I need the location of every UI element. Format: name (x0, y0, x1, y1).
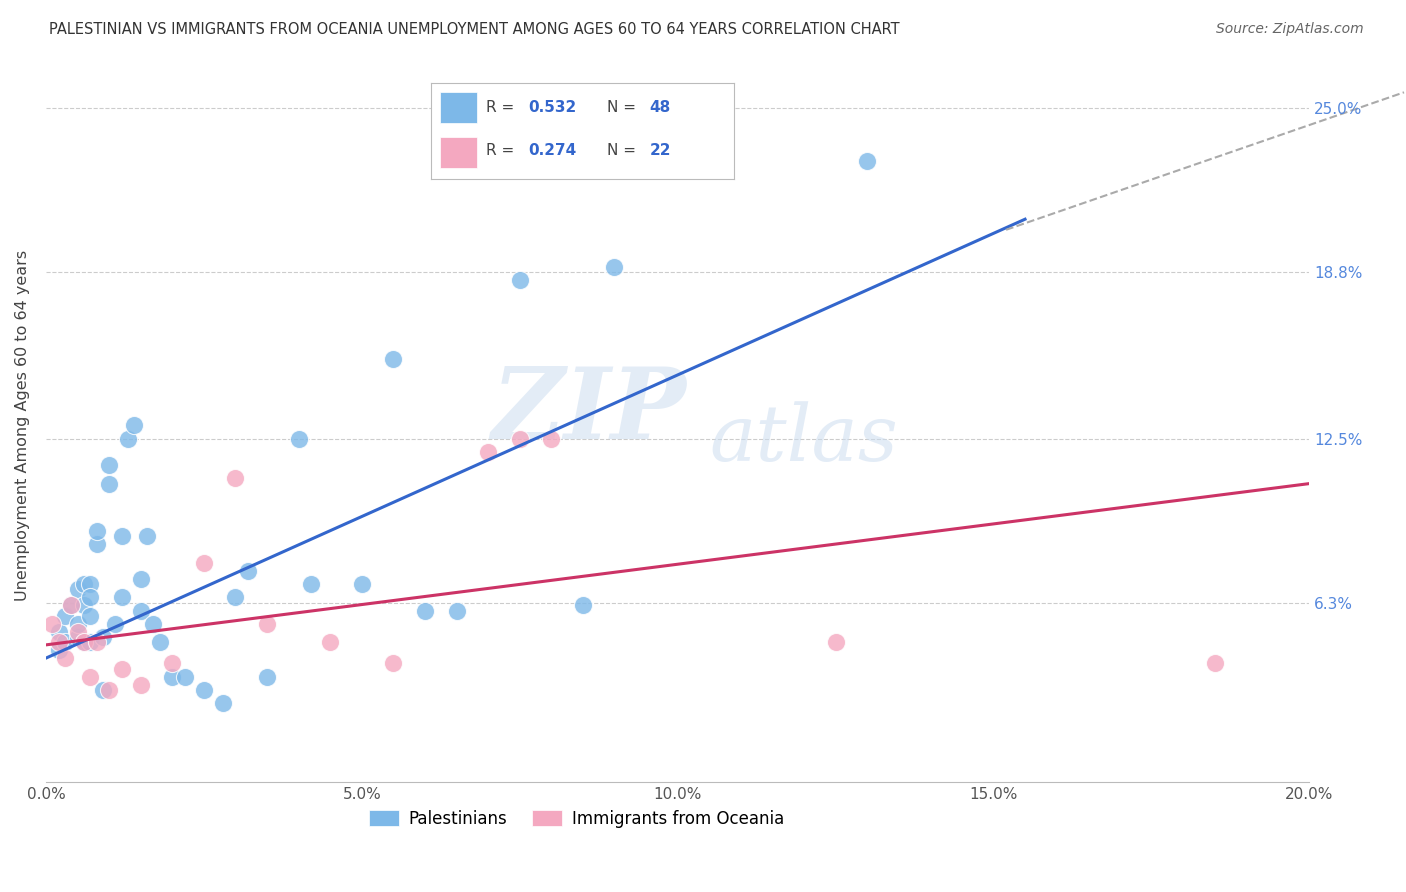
Point (111, 529, 134, 543)
Point (603, 260, 626, 274)
Point (382, 352, 405, 367)
Point (236, 564, 259, 578)
Point (211, 696, 233, 710)
Point (66, 624, 89, 639)
Point (98, 682, 121, 697)
Point (66, 582, 89, 597)
Point (540, 432, 562, 446)
Point (856, 154, 879, 169)
Y-axis label: Unemployment Among Ages 60 to 64 years: Unemployment Among Ages 60 to 64 years (15, 250, 30, 601)
Point (86, 524, 108, 539)
Point (60, 598, 83, 612)
Point (509, 432, 531, 446)
Point (79, 670, 101, 684)
Point (446, 603, 468, 617)
Point (48, 643, 70, 657)
Point (104, 616, 127, 631)
Point (73, 598, 96, 612)
Point (48, 635, 70, 649)
Point (129, 677, 152, 691)
Point (98, 476, 121, 491)
Point (256, 670, 278, 684)
Point (129, 603, 152, 617)
Point (256, 616, 278, 631)
Point (287, 432, 309, 446)
Point (60, 598, 83, 612)
Point (117, 432, 139, 446)
Text: Source: ZipAtlas.com: Source: ZipAtlas.com (1216, 22, 1364, 37)
Text: ZIP: ZIP (492, 363, 686, 459)
Point (174, 670, 197, 684)
Legend: Palestinians, Immigrants from Oceania: Palestinians, Immigrants from Oceania (361, 804, 792, 835)
Point (224, 471, 246, 485)
Text: PALESTINIAN VS IMMIGRANTS FROM OCEANIA UNEMPLOYMENT AMONG AGES 60 TO 64 YEARS CO: PALESTINIAN VS IMMIGRANTS FROM OCEANIA U… (49, 22, 900, 37)
Point (136, 529, 159, 543)
Point (91, 682, 114, 697)
Point (1204, 657, 1226, 671)
Point (319, 635, 342, 649)
Point (111, 591, 134, 605)
Point (350, 577, 373, 591)
Point (98, 458, 121, 472)
Point (224, 591, 246, 605)
Point (413, 603, 436, 617)
Point (149, 635, 172, 649)
Point (41, 616, 63, 631)
Point (73, 635, 96, 649)
Point (91, 630, 114, 644)
Point (111, 662, 134, 676)
Point (86, 537, 108, 551)
Point (79, 591, 101, 605)
Point (193, 556, 215, 570)
Point (53, 635, 76, 649)
Point (79, 608, 101, 623)
Point (299, 577, 322, 591)
Point (53, 651, 76, 665)
Point (73, 577, 96, 591)
Point (193, 682, 215, 697)
Point (162, 657, 184, 671)
Point (509, 273, 531, 287)
Point (73, 635, 96, 649)
Point (162, 670, 184, 684)
Point (66, 630, 89, 644)
Point (129, 572, 152, 586)
Point (48, 624, 70, 639)
Point (66, 616, 89, 631)
Point (572, 598, 595, 612)
Point (824, 635, 846, 649)
Point (79, 577, 101, 591)
Point (53, 608, 76, 623)
Text: atlas: atlas (710, 401, 898, 478)
Point (124, 418, 146, 433)
Point (382, 657, 405, 671)
Point (79, 635, 101, 649)
Point (477, 445, 499, 459)
Point (86, 635, 108, 649)
Point (142, 616, 165, 631)
